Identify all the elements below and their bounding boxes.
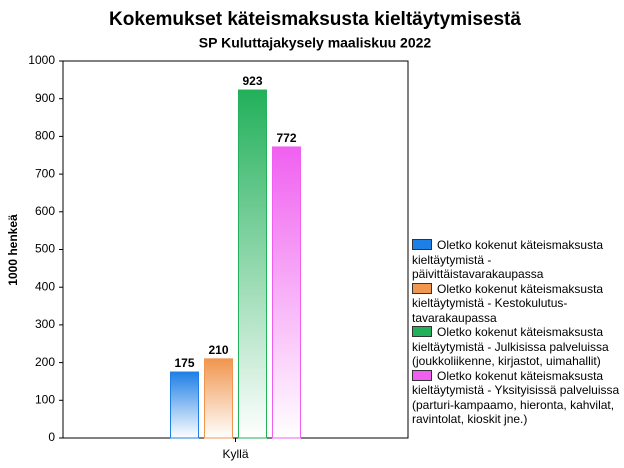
legend-swatch (412, 326, 432, 337)
legend-item: Oletko kokenut käteismaksusta kieltäytym… (412, 369, 622, 427)
y-tick-label: 700 (35, 166, 55, 180)
x-tick-label: Kyllä (222, 447, 248, 461)
value-label: 772 (276, 131, 296, 145)
legend-item: Oletko kokenut käteismaksusta kieltäytym… (412, 238, 622, 282)
legend-label: Oletko kokenut käteismaksusta kieltäytym… (412, 368, 620, 427)
legend-label: Oletko kokenut käteismaksusta kieltäytym… (412, 325, 609, 368)
legend-label: Oletko kokenut käteismaksusta kieltäytym… (412, 281, 604, 325)
bar (204, 358, 233, 439)
chart-title: Kokemukset käteismaksusta kieltäytymises… (109, 9, 521, 30)
value-label: 210 (208, 343, 228, 357)
bar (170, 371, 199, 439)
y-tick-label: 900 (35, 91, 55, 105)
y-tick-label: 200 (35, 355, 55, 369)
bar (272, 146, 301, 439)
y-tick-label: 0 (48, 430, 55, 444)
y-tick-label: 300 (35, 317, 55, 331)
legend-item: Oletko kokenut käteismaksusta kieltäytym… (412, 282, 622, 326)
y-tick-label: 800 (35, 129, 55, 143)
chart-subtitle: SP Kuluttajakysely maaliskuu 2022 (199, 35, 432, 51)
bar (238, 89, 267, 439)
legend-item: Oletko kokenut käteismaksusta kieltäytym… (412, 325, 622, 369)
legend-swatch (412, 239, 432, 250)
value-label: 175 (174, 356, 194, 370)
value-label: 923 (242, 74, 262, 88)
legend: Oletko kokenut käteismaksusta kieltäytym… (412, 238, 622, 427)
legend-label: Oletko kokenut käteismaksusta kieltäytym… (412, 238, 604, 281)
y-tick-label: 600 (35, 204, 55, 218)
legend-swatch (412, 369, 432, 381)
plot-frame (62, 60, 409, 439)
y-tick-label: 1000 (28, 53, 55, 67)
y-tick-label: 400 (35, 279, 55, 293)
legend-swatch (412, 282, 432, 294)
y-axis-label: 1000 henkeä (6, 214, 20, 286)
y-tick-label: 500 (35, 242, 55, 256)
y-tick-label: 100 (35, 392, 55, 406)
